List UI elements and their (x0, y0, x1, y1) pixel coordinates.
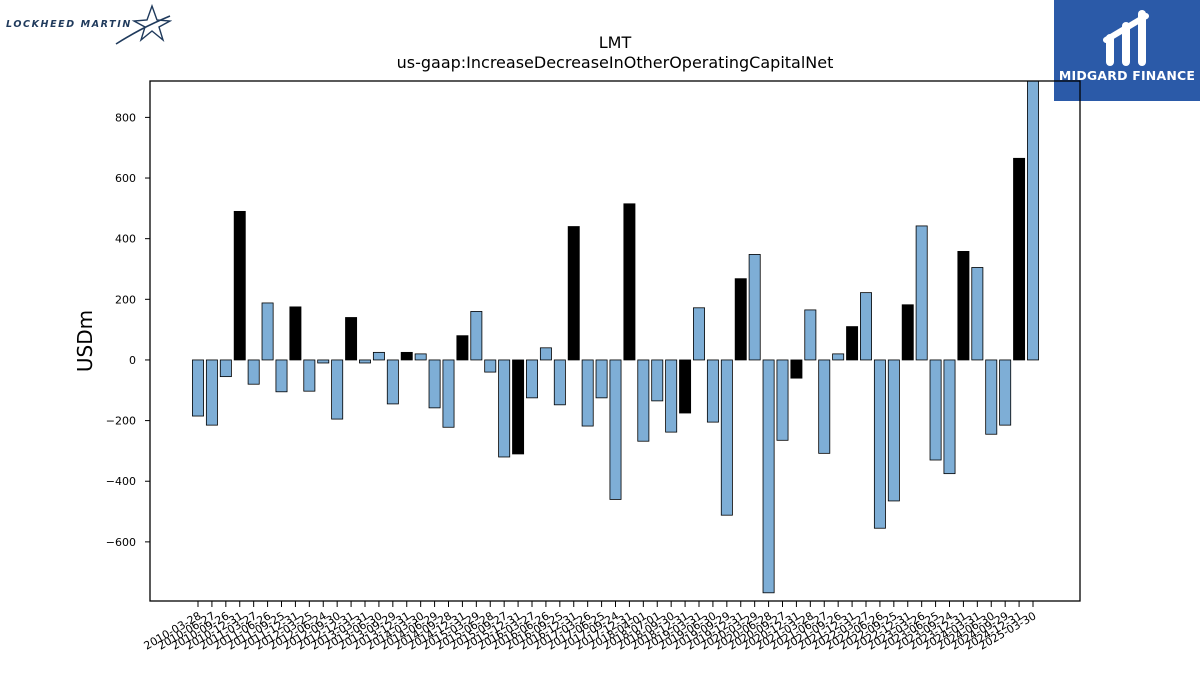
bar-2021-12-31 (846, 326, 859, 361)
bar-2017-06-25 (595, 359, 608, 399)
bar-2012-03-25 (303, 359, 316, 392)
bar-2015-09-27 (498, 359, 511, 458)
bar-2022-12-31 (901, 304, 914, 361)
bar-2018-12-31 (679, 359, 692, 414)
bar-2014-12-31 (456, 335, 469, 361)
y-tick-label: 0 (129, 354, 136, 367)
bar-2023-06-25 (929, 359, 942, 461)
bar-2023-03-26 (915, 225, 928, 361)
bar-2011-09-25 (275, 359, 288, 393)
bar-2010-06-27 (205, 359, 218, 426)
chart-subtitle: us-gaap:IncreaseDecreaseInOtherOperating… (397, 53, 834, 72)
chart-title: LMT (599, 33, 632, 52)
y-tick-label: 800 (115, 111, 136, 124)
lockheed-martin-wordmark: LOCKHEED MARTIN (6, 19, 132, 30)
bar-2014-09-28 (442, 359, 455, 428)
bar-2019-06-30 (706, 359, 719, 423)
bar-2025-03-30 (1027, 80, 1039, 361)
bar-2016-06-26 (539, 347, 552, 361)
lockheed-martin-logo: LOCKHEED MARTIN (4, 4, 172, 46)
bar-2020-03-29 (748, 254, 761, 361)
star-swoosh-icon (115, 4, 172, 45)
bar-2014-03-30 (414, 353, 427, 361)
x-axis-ticks: 2010-03-282010-06-272010-09-262010-12-31… (142, 601, 1039, 653)
bar-2019-12-31 (734, 278, 747, 361)
bar-2017-03-26 (581, 359, 594, 427)
bar-2020-12-31 (790, 359, 803, 379)
bar-2019-09-29 (720, 359, 733, 516)
bar-2013-06-30 (372, 351, 385, 361)
bar-2020-06-28 (762, 359, 775, 594)
bar-2015-12-31 (512, 359, 525, 455)
y-tick-label: −600 (106, 536, 136, 549)
bar-2016-03-27 (526, 359, 538, 399)
y-axis-label: USDm (73, 310, 97, 372)
bars-group (192, 80, 1039, 594)
bar-2024-12-31 (1013, 157, 1026, 361)
bar-2023-09-24 (943, 359, 956, 475)
bar-2017-09-24 (609, 359, 622, 500)
y-tick-label: 400 (115, 233, 136, 246)
midgard-logo-mark-icon (1103, 10, 1149, 66)
bar-2024-06-30 (985, 359, 998, 435)
bar-2013-03-31 (359, 359, 371, 364)
bar-2018-07-01 (651, 359, 664, 402)
bar-2016-12-31 (567, 226, 580, 361)
bar-2013-12-31 (400, 351, 413, 361)
bar-2010-12-31 (233, 210, 246, 361)
bar-2012-12-31 (345, 317, 358, 361)
bar-2016-09-25 (553, 359, 566, 406)
bar-2021-03-28 (804, 309, 817, 361)
bar-2018-04-01 (637, 359, 650, 442)
y-axis-ticks: −600 −400 −200 0 200 400 600 800 (106, 111, 150, 549)
bar-2010-03-28 (192, 359, 204, 417)
bar-2012-06-24 (317, 359, 330, 364)
bar-2018-09-30 (665, 359, 678, 433)
midgard-finance-logo: MIDGARD FINANCE (1054, 0, 1200, 101)
y-tick-label: 600 (115, 172, 136, 185)
bar-2014-06-29 (428, 359, 441, 409)
bar-2023-12-31 (957, 250, 970, 361)
y-tick-label: −200 (106, 415, 136, 428)
bar-2024-09-29 (999, 359, 1012, 426)
bar-2013-09-29 (386, 359, 399, 405)
midgard-brand-name: MIDGARD FINANCE (1058, 68, 1196, 83)
bar-2010-09-26 (219, 359, 232, 378)
bar-2015-06-28 (484, 359, 497, 373)
bar-2021-09-26 (832, 353, 845, 361)
plot-frame (149, 80, 1081, 602)
bar-2022-09-25 (887, 359, 900, 502)
bar-2022-06-26 (873, 359, 886, 529)
bar-2012-09-30 (331, 359, 344, 420)
bar-2024-03-31 (971, 267, 984, 361)
bar-2020-09-27 (776, 359, 789, 441)
bar-2017-12-31 (623, 203, 636, 361)
bar-2021-06-27 (818, 359, 831, 454)
bar-2011-12-31 (289, 306, 302, 361)
y-tick-label: −400 (106, 475, 136, 488)
bar-2015-03-29 (470, 311, 483, 361)
bar-2022-03-27 (860, 292, 872, 361)
bar-2011-03-27 (247, 359, 260, 385)
bar-2019-03-31 (693, 307, 705, 361)
y-tick-label: 200 (115, 293, 136, 306)
bar-2011-06-26 (261, 302, 274, 361)
